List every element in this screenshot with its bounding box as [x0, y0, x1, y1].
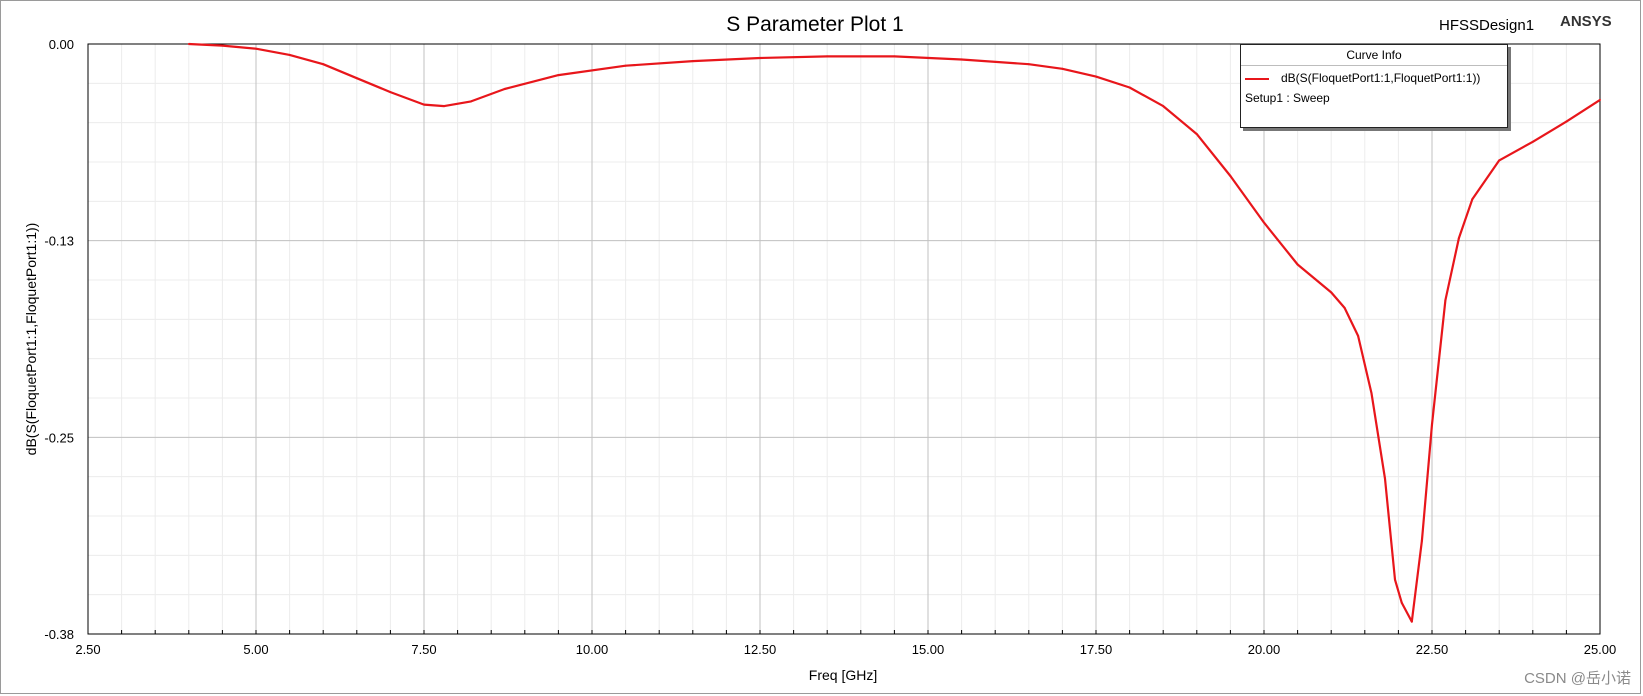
x-tick-label: 2.50 [75, 642, 100, 657]
data-point [503, 88, 506, 90]
data-point [1296, 263, 1299, 266]
x-axis-label: Freq [GHz] [809, 667, 877, 683]
data-point [1357, 334, 1360, 337]
data-point [389, 91, 392, 94]
legend-entry-setup: Setup1 : Sweep [1245, 91, 1330, 105]
data-point [288, 53, 291, 56]
data-point [1229, 175, 1232, 177]
data-point [1263, 221, 1265, 224]
x-tick-label: 20.00 [1248, 642, 1281, 657]
watermark: CSDN @岳小诺 [1524, 670, 1631, 687]
data-point [1400, 601, 1403, 604]
x-tick-label: 7.50 [411, 642, 436, 657]
curve-info-legend[interactable]: Curve Info dB(S(FloquetPort1:1,FloquetPo… [1240, 44, 1508, 128]
data-point [1195, 133, 1198, 136]
data-point [443, 105, 446, 108]
x-tick-label: 12.50 [744, 642, 777, 657]
data-point [1370, 392, 1373, 395]
data-point [1444, 299, 1447, 302]
legend-title: Curve Info [1241, 45, 1507, 66]
data-point [691, 60, 694, 63]
data-point [1343, 306, 1346, 309]
data-point [470, 100, 472, 103]
y-tick-label: -0.38 [44, 627, 74, 642]
data-point [1095, 75, 1097, 78]
legend-entry[interactable]: dB(S(FloquetPort1:1,FloquetPort1:1)) [1241, 66, 1507, 90]
data-point [1128, 86, 1131, 89]
data-point [893, 55, 896, 58]
x-tick-label: 10.00 [576, 642, 609, 657]
data-point [557, 74, 560, 77]
data-point [1565, 120, 1568, 123]
data-point [355, 77, 358, 80]
data-point [1394, 578, 1396, 581]
legend-entry-name: dB(S(FloquetPort1:1,FloquetPort1:1)) [1281, 71, 1481, 85]
data-point [826, 55, 829, 58]
x-tick-label: 22.50 [1416, 642, 1449, 657]
data-point [1384, 477, 1386, 480]
ansys-logo: ANSYS [1560, 13, 1612, 30]
x-tick-label: 15.00 [912, 642, 945, 657]
y-tick-label: -0.25 [44, 430, 74, 445]
x-tick-label: 5.00 [243, 642, 268, 657]
plot-area [87, 43, 1601, 635]
grid-lines [87, 43, 1601, 635]
data-point [1330, 291, 1333, 294]
series-layer [187, 42, 1601, 623]
design-name: HFSSDesign1 [1439, 17, 1534, 34]
y-axis-label: dB(S(FloquetPort1:1,FloquetPort1:1)) [23, 223, 39, 456]
data-point [759, 57, 761, 59]
data-point [1420, 539, 1423, 542]
legend-swatch [1245, 78, 1269, 80]
data-point [187, 43, 190, 45]
y-tick-label: 0.00 [49, 37, 74, 52]
data-point [221, 44, 224, 47]
data-point [1531, 140, 1534, 143]
data-point [960, 58, 963, 61]
data-point [1027, 63, 1030, 66]
data-point [1457, 237, 1460, 240]
data-point [1599, 98, 1601, 101]
y-tick-label: -0.13 [44, 234, 74, 249]
data-point [1410, 620, 1413, 623]
data-point [322, 63, 325, 66]
axis-ticks: 2.50 5.00 7.50 10.00 12.50 15.00 17.50 20.00 22.… [44, 37, 1616, 657]
data-point [1061, 67, 1064, 70]
x-tick-label: 17.50 [1080, 642, 1113, 657]
data-point [1162, 105, 1165, 108]
series-line-s11 [188, 42, 1601, 623]
x-tick-label: 25.00 [1584, 642, 1617, 657]
data-point [624, 64, 627, 67]
data-point [423, 103, 425, 106]
data-point [255, 47, 257, 50]
data-point [1498, 159, 1501, 162]
data-point [1431, 423, 1433, 426]
chart-title: S Parameter Plot 1 [726, 13, 903, 36]
data-point [1471, 198, 1474, 201]
